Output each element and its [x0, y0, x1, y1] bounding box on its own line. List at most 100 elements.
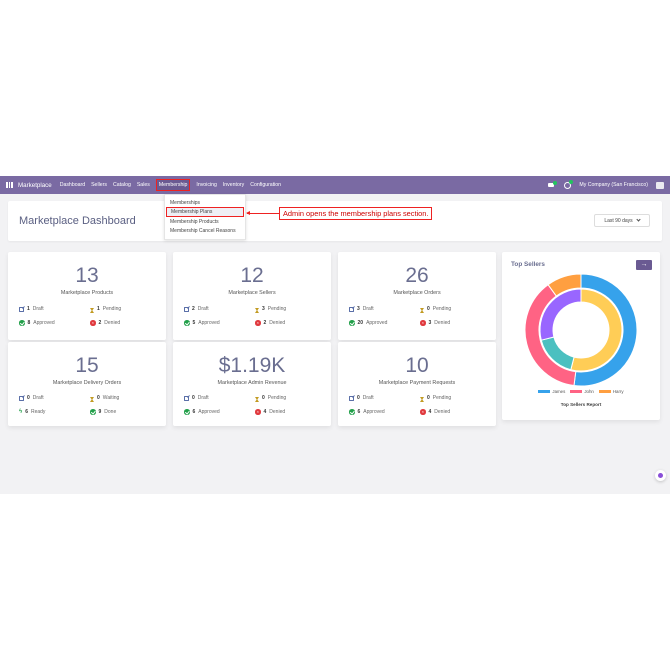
stat-value: 26 [405, 264, 429, 287]
company-switcher[interactable]: My Company (San Francisco) [579, 182, 648, 188]
stat-card[interactable]: 26 Marketplace Orders 3 Draft 0 Pending … [338, 252, 496, 340]
stat-breakdown-count: 3 [357, 306, 360, 312]
stat-breakdown-label: Approved [363, 409, 385, 415]
stat-breakdown-count: 0 [427, 306, 430, 312]
top-navbar: Marketplace Dashboard Sellers Catalog Sa… [0, 176, 670, 194]
stat-breakdown-item[interactable]: 8 Approved [19, 320, 55, 326]
chat-icon[interactable] [548, 181, 558, 188]
user-avatar[interactable] [656, 181, 664, 189]
top-sellers-title: Top Sellers [511, 261, 545, 268]
annotation-callout: Admin opens the membership plans section… [279, 207, 433, 220]
nav-sales[interactable]: Sales [136, 182, 150, 188]
nav-dashboard[interactable]: Dashboard [59, 182, 86, 188]
stat-breakdown-item[interactable]: 1 Pending [89, 306, 122, 313]
menu-item-membership-products[interactable]: Membership Products [170, 218, 219, 225]
stat-breakdown-item[interactable]: 0 Pending [419, 306, 451, 313]
donut-slice-harry[interactable] [547, 273, 582, 297]
stat-breakdown-count: 1 [27, 306, 30, 312]
stat-breakdown-item[interactable]: × 3 Denied [420, 320, 450, 326]
apps-grid-icon[interactable] [6, 182, 13, 189]
stat-breakdown-item[interactable]: ϟ 6 Ready [19, 408, 46, 416]
edit-icon [184, 306, 189, 312]
stat-breakdown-item[interactable]: 6 Approved [184, 409, 220, 415]
stat-breakdown-count: 2 [98, 320, 102, 326]
hourglass-icon [89, 307, 94, 313]
stat-breakdown-label: Draft [197, 306, 209, 312]
stat-breakdown-label: Pending [102, 306, 122, 312]
donut-slice-series-6[interactable] [539, 288, 582, 341]
nav-membership[interactable]: Membership [155, 179, 191, 191]
page-title: Marketplace Dashboard [19, 215, 136, 227]
hourglass-icon [419, 307, 424, 313]
stat-breakdown-label: Denied [104, 320, 121, 326]
stat-breakdown-count: 3 [428, 320, 432, 326]
stat-breakdown-item[interactable]: 2 Draft [184, 306, 209, 312]
menu-item-memberships[interactable]: Memberships [170, 199, 201, 206]
stat-breakdown-count: 1 [97, 306, 100, 312]
stat-card[interactable]: 15 Marketplace Delivery Orders 0 Draft 0… [8, 342, 166, 426]
stat-breakdown-item[interactable]: 0 Pending [419, 395, 451, 402]
app-brand[interactable]: Marketplace [18, 181, 52, 189]
donut-slice-series-4[interactable] [570, 288, 623, 372]
legend-item-john[interactable]: John [570, 389, 594, 394]
stat-breakdown-label: Draft [197, 395, 209, 401]
stat-card[interactable]: 10 Marketplace Payment Requests 0 Draft … [338, 342, 496, 426]
menu-item-membership-plans[interactable]: Membership Plans [166, 207, 244, 218]
stat-breakdown-item[interactable]: 5 Approved [184, 320, 220, 326]
stat-card[interactable]: 13 Marketplace Products 1 Draft 1 Pendin… [8, 252, 166, 340]
stat-value: 15 [75, 354, 99, 377]
stat-breakdown-item[interactable]: × 4 Denied [420, 409, 450, 415]
hourglass-icon [419, 396, 424, 402]
bolt-icon: ϟ [19, 408, 23, 415]
annotation-arrow [246, 211, 279, 215]
stat-breakdown-item[interactable]: 0 Draft [184, 395, 209, 401]
nav-sellers[interactable]: Sellers [91, 182, 107, 188]
stat-breakdown-item[interactable]: 3 Draft [349, 306, 374, 312]
stat-breakdown-item[interactable]: 0 Waiting [89, 395, 119, 402]
edit-icon [184, 395, 189, 401]
stat-breakdown-item[interactable]: 0 Draft [19, 395, 44, 401]
period-select[interactable]: Last 90 days [594, 214, 650, 227]
stat-breakdown-label: Ready [30, 409, 46, 415]
edit-icon [349, 395, 354, 401]
stat-breakdown-label: Approved [33, 320, 55, 326]
nav-configuration[interactable]: Configuration [250, 182, 282, 188]
check-circle-icon [184, 320, 190, 326]
nav-inventory[interactable]: Inventory [222, 182, 245, 188]
stat-breakdown-label: Denied [269, 320, 286, 326]
stat-value: $1.19K [218, 354, 286, 377]
stat-breakdown-item[interactable]: 0 Pending [254, 395, 287, 402]
stat-breakdown-label: Denied [434, 320, 451, 326]
legend-item-james[interactable]: James [538, 389, 565, 394]
open-report-button[interactable]: → [636, 260, 652, 270]
activity-clock-icon[interactable] [564, 179, 574, 189]
stat-breakdown-count: 0 [427, 395, 430, 401]
stat-breakdown-item[interactable]: 3 Pending [254, 306, 286, 313]
legend-item-harry[interactable]: Harry [598, 389, 624, 394]
stat-breakdown-item[interactable]: 6 Approved [349, 409, 385, 415]
assistant-fab-icon[interactable] [655, 470, 666, 481]
stat-breakdown-item[interactable]: × 2 Denied [90, 320, 120, 326]
menu-item-membership-cancel-reasons[interactable]: Membership Cancel Reasons [170, 227, 236, 234]
stat-breakdown-count: 0 [262, 395, 265, 401]
stat-card[interactable]: 12 Marketplace Sellers 2 Draft 3 Pending… [173, 252, 331, 340]
stat-label: Marketplace Payment Requests [378, 380, 456, 386]
stat-breakdown-item[interactable]: 0 Draft [349, 395, 374, 401]
stat-breakdown-item[interactable]: 1 Draft [19, 306, 44, 312]
nav-invoicing[interactable]: Invoicing [196, 182, 217, 188]
stat-breakdown-count: 5 [192, 320, 196, 326]
stat-breakdown-item[interactable]: 20 Approved [349, 320, 387, 326]
stat-card[interactable]: $1.19K Marketplace Admin Revenue 0 Draft… [173, 342, 331, 426]
nav-catalog[interactable]: Catalog [112, 182, 131, 188]
check-circle-icon [349, 320, 355, 326]
stat-breakdown-label: Approved [366, 320, 388, 326]
stat-breakdown-item[interactable]: × 4 Denied [255, 409, 285, 415]
x-circle-icon: × [90, 320, 96, 326]
stat-breakdown-count: 2 [192, 306, 195, 312]
x-circle-icon: × [420, 409, 426, 415]
stat-breakdown-item[interactable]: × 2 Denied [255, 320, 285, 326]
hourglass-icon [254, 396, 259, 402]
hourglass-icon [89, 396, 94, 402]
stat-breakdown-label: Pending [267, 395, 287, 401]
stat-breakdown-item[interactable]: 9 Done [90, 409, 116, 415]
